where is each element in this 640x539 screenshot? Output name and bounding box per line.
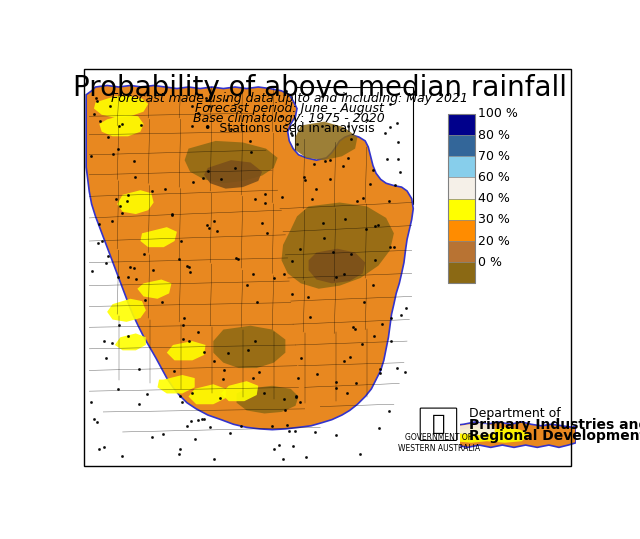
Polygon shape xyxy=(213,326,285,368)
Polygon shape xyxy=(107,299,146,322)
Polygon shape xyxy=(308,248,365,284)
Polygon shape xyxy=(221,381,259,401)
Polygon shape xyxy=(167,341,205,361)
Bar xyxy=(448,177,476,199)
Polygon shape xyxy=(422,427,529,443)
Bar xyxy=(417,406,460,457)
Polygon shape xyxy=(94,96,148,118)
Polygon shape xyxy=(184,141,278,183)
Bar xyxy=(448,114,476,135)
Text: Primary Industries and: Primary Industries and xyxy=(469,418,640,432)
Text: 30 %: 30 % xyxy=(478,213,510,226)
Polygon shape xyxy=(99,115,143,136)
Text: 60 %: 60 % xyxy=(478,171,510,184)
Text: 70 %: 70 % xyxy=(478,150,510,163)
Text: 0 %: 0 % xyxy=(478,255,502,268)
Text: 20 %: 20 % xyxy=(478,234,510,247)
Text: Probability of above median rainfall: Probability of above median rainfall xyxy=(73,74,567,102)
Text: •  Stations used in analysis: • Stations used in analysis xyxy=(204,122,374,135)
Bar xyxy=(448,262,476,284)
Polygon shape xyxy=(138,280,172,299)
Bar xyxy=(448,220,476,241)
Polygon shape xyxy=(157,375,195,393)
Text: 100 %: 100 % xyxy=(478,107,518,120)
Polygon shape xyxy=(282,203,394,289)
Bar xyxy=(448,199,476,220)
Polygon shape xyxy=(86,86,413,430)
Polygon shape xyxy=(140,227,177,247)
Text: Department of: Department of xyxy=(469,406,561,419)
Polygon shape xyxy=(460,423,495,435)
Polygon shape xyxy=(189,384,226,404)
Bar xyxy=(448,114,476,284)
Text: Forecast made using data up to and including: May 2021: Forecast made using data up to and inclu… xyxy=(111,92,468,105)
Text: Forecast period: June - August: Forecast period: June - August xyxy=(195,102,384,115)
Polygon shape xyxy=(237,386,298,413)
Bar xyxy=(448,156,476,177)
Text: Regional Development: Regional Development xyxy=(469,429,640,443)
Bar xyxy=(448,135,476,156)
Polygon shape xyxy=(296,122,358,160)
Bar xyxy=(448,241,476,262)
FancyBboxPatch shape xyxy=(420,408,457,440)
Text: 40 %: 40 % xyxy=(478,192,510,205)
Text: 🦢: 🦢 xyxy=(432,414,445,434)
Polygon shape xyxy=(419,418,576,447)
Polygon shape xyxy=(115,334,146,350)
Bar xyxy=(296,87,413,204)
Polygon shape xyxy=(117,190,154,214)
Text: Base climatology: 1975 - 2020: Base climatology: 1975 - 2020 xyxy=(193,112,385,125)
Text: 80 %: 80 % xyxy=(478,129,510,142)
Text: GOVERNMENT OF
WESTERN AUSTRALIA: GOVERNMENT OF WESTERN AUSTRALIA xyxy=(398,433,480,453)
Polygon shape xyxy=(204,160,262,189)
